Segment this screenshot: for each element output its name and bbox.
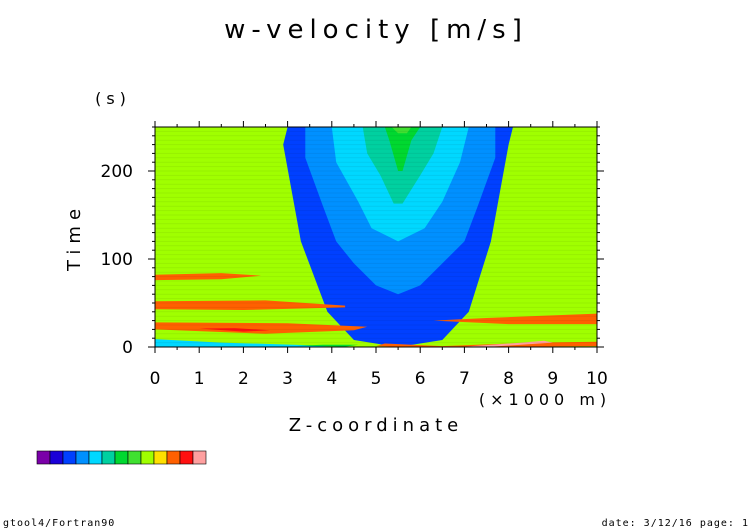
x-tick-label: 3 <box>282 369 293 389</box>
colorbar-swatch <box>101 450 116 465</box>
contour-band-6 <box>155 273 262 281</box>
heatmap-field <box>155 127 597 347</box>
footer-left: gtool4/Fortran90 <box>3 518 115 529</box>
colorbar-swatch <box>140 450 155 465</box>
y-tick-label: 0 <box>122 338 133 358</box>
x-tick-label: 5 <box>371 369 382 389</box>
x-axis-unit: (×1000 m) <box>479 390 611 409</box>
contour-band-7 <box>155 300 346 310</box>
colorbar-swatch <box>114 450 129 465</box>
contour-band-12 <box>420 340 553 347</box>
y-tick-label: 100 <box>101 250 133 270</box>
contour-band-10 <box>433 313 597 325</box>
colorbar-swatch <box>192 450 207 465</box>
x-axis-label: Z-coordinate <box>289 415 464 436</box>
colorbar-swatch <box>49 450 64 465</box>
x-tick-label: 4 <box>326 369 337 389</box>
x-tick-label: 2 <box>238 369 249 389</box>
colorbar-swatch <box>88 450 103 465</box>
colorbar <box>36 450 207 465</box>
chart-title: w-velocity [m/s] <box>224 15 528 45</box>
heatmap-row-lines <box>155 127 597 347</box>
colorbar-swatch <box>127 450 142 465</box>
colorbar-swatch <box>62 450 77 465</box>
x-tick-label: 0 <box>150 369 161 389</box>
x-tick-label: 10 <box>586 369 608 389</box>
colorbar-swatch <box>36 450 51 465</box>
contour-band-4 <box>384 127 421 171</box>
colorbar-swatch <box>75 450 90 465</box>
colorbar-swatch <box>153 450 168 465</box>
y-axis-label: Time <box>64 203 85 272</box>
contour-band-5 <box>391 127 412 134</box>
contour-band-8 <box>155 322 368 334</box>
y-tick-label: 200 <box>101 162 133 182</box>
colorbar-swatch <box>179 450 194 465</box>
x-tick-label: 9 <box>547 369 558 389</box>
contour-band-9 <box>199 328 270 332</box>
y-axis-unit: (s) <box>95 89 131 108</box>
contour-band-14 <box>296 344 359 347</box>
colorbar-swatch <box>166 450 181 465</box>
x-tick-label: 1 <box>194 369 205 389</box>
x-tick-label: 7 <box>459 369 470 389</box>
x-tick-label: 6 <box>415 369 426 389</box>
footer-right: date: 3/12/16 page: 1 <box>602 518 749 529</box>
x-tick-label: 8 <box>503 369 514 389</box>
contour-band-13 <box>155 339 332 347</box>
